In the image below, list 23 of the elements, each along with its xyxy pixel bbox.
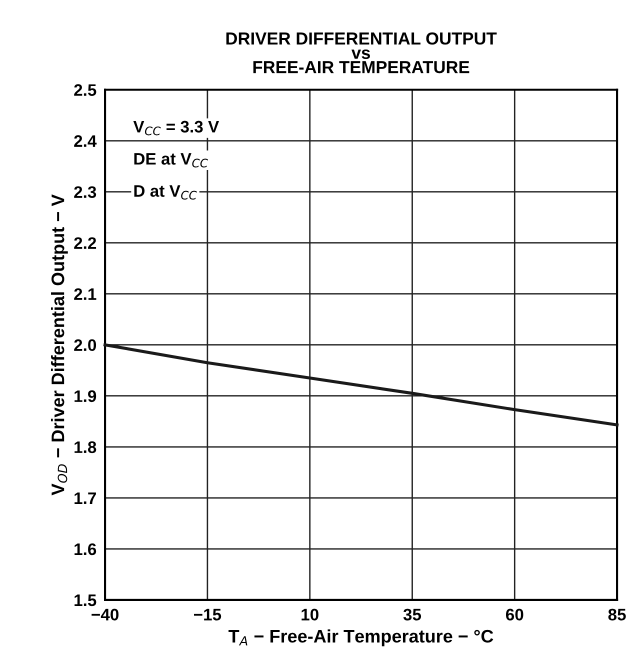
x-tick-label: −15 bbox=[194, 608, 222, 621]
y-tick-label: 2.5 bbox=[74, 84, 96, 96]
y-tick-label: 1.7 bbox=[74, 492, 96, 504]
x-tick-label: 85 bbox=[608, 608, 626, 621]
annotation: V$_{CC}$ = 3.3 V bbox=[133, 120, 220, 136]
annotation: D at V$_{CC}$ bbox=[134, 185, 197, 200]
y-tick-label: 1.8 bbox=[74, 441, 96, 454]
y-tick-label: 2.0 bbox=[74, 339, 96, 352]
y-tick-label: 2.1 bbox=[74, 288, 96, 300]
x-tick-label: 60 bbox=[506, 608, 524, 621]
y-tick-label: 2.4 bbox=[74, 135, 97, 147]
x-tick-label: 35 bbox=[403, 608, 422, 621]
x-tick-label: 10 bbox=[302, 608, 318, 621]
y-tick-label: 1.9 bbox=[74, 390, 96, 402]
y-tick-label: 2.2 bbox=[74, 237, 96, 249]
x-tick-label: −40 bbox=[92, 608, 118, 621]
y-tick-label: 1.5 bbox=[74, 594, 96, 606]
y-tick-label: 2.3 bbox=[74, 186, 96, 198]
y-tick-label: 1.6 bbox=[74, 543, 96, 556]
y-axis-title: V$_{OD}$ − Driver Differential Output − V bbox=[51, 194, 68, 496]
chart-title: DRIVER DIFFERENTIAL OUTPUT vs FREE-AIR TEMPERATURE bbox=[226, 32, 497, 74]
x-axis-title: T$_{A}$ − Free-Air Temperature − °C bbox=[228, 629, 494, 646]
annotation: DE at V$_{CC}$ bbox=[134, 153, 208, 168]
